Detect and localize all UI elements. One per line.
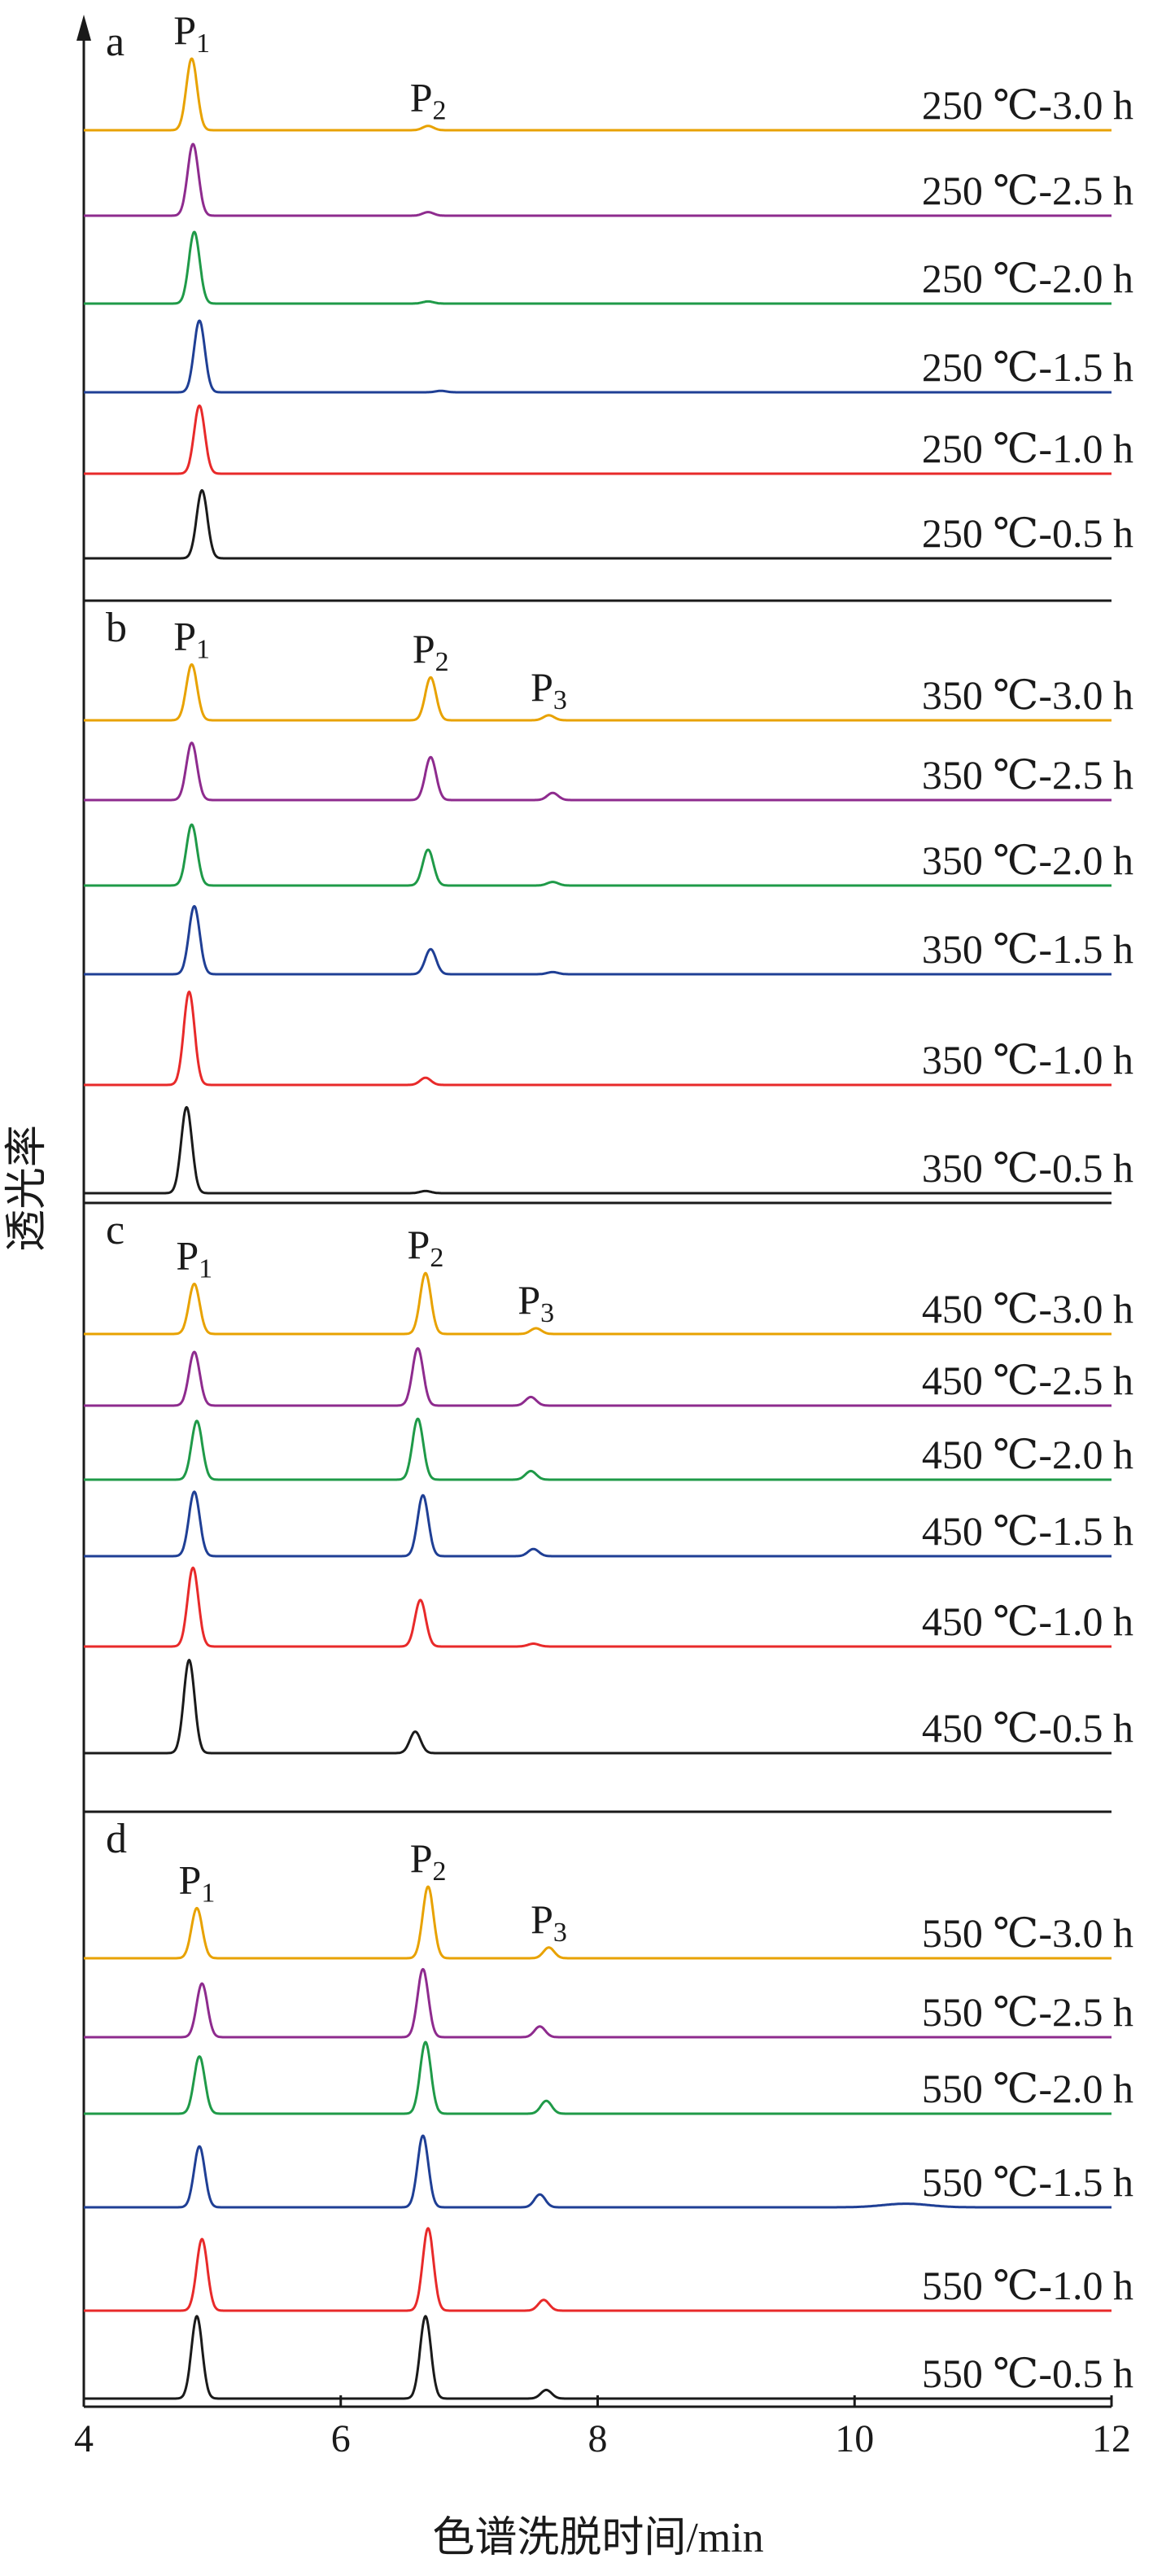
- peak-label-c-P3: P3: [518, 1277, 554, 1328]
- series-label-d-5: 550 ℃-1.0 h: [922, 2263, 1133, 2308]
- y-axis-arrow-icon: [76, 15, 91, 41]
- trace-a-1: [83, 57, 1112, 132]
- trace-c-1: [83, 1271, 1112, 1336]
- series-label-a-5: 250 ℃-1.0 h: [922, 426, 1133, 471]
- peak-label-a-P1: P1: [173, 7, 210, 59]
- series-label-d-6: 550 ℃-0.5 h: [922, 2351, 1133, 2396]
- series-label-a-1: 250 ℃-3.0 h: [922, 82, 1133, 128]
- trace-b-6: [83, 1105, 1112, 1195]
- x-tick-label-12: 12: [1092, 2417, 1131, 2460]
- trace-a-6: [83, 488, 1112, 560]
- series-label-b-6: 350 ℃-0.5 h: [922, 1145, 1133, 1191]
- x-tick-label-10: 10: [835, 2417, 874, 2460]
- series-label-a-6: 250 ℃-0.5 h: [922, 510, 1133, 556]
- series-label-c-4: 450 ℃-1.5 h: [922, 1508, 1133, 1554]
- series-label-a-4: 250 ℃-1.5 h: [922, 344, 1133, 390]
- series-label-c-1: 450 ℃-3.0 h: [922, 1286, 1133, 1332]
- trace-a-3: [83, 230, 1112, 305]
- y-axis-title: 透光率: [4, 1125, 50, 1252]
- x-axis-title: 色谱洗脱时间/min: [432, 2515, 763, 2561]
- series-label-d-1: 550 ℃-3.0 h: [922, 1910, 1133, 1956]
- trace-d-4: [83, 2134, 1112, 2209]
- trace-d-5: [83, 2227, 1112, 2312]
- trace-d-6: [83, 2315, 1112, 2400]
- trace-c-2: [83, 1347, 1112, 1407]
- trace-d-2: [83, 1967, 1112, 2039]
- trace-d-3: [83, 2040, 1112, 2115]
- series-label-c-3: 450 ℃-2.0 h: [922, 1432, 1133, 1477]
- trace-a-4: [83, 319, 1112, 394]
- trace-c-3: [83, 1417, 1112, 1481]
- panel-label-b: b: [106, 605, 127, 651]
- series-label-b-4: 350 ℃-1.5 h: [922, 926, 1133, 972]
- series-label-b-3: 350 ℃-2.0 h: [922, 838, 1133, 883]
- trace-a-2: [83, 142, 1112, 217]
- trace-d-1: [83, 1885, 1112, 1960]
- series-label-a-3: 250 ℃-2.0 h: [922, 256, 1133, 301]
- trace-b-5: [83, 991, 1112, 1087]
- panel-c: c P1 P2 P3 450 ℃-3.0 h 450 ℃-2.5 h 450 ℃-2.0 h…: [83, 1207, 1133, 1755]
- series-label-c-6: 450 ℃-0.5 h: [922, 1705, 1133, 1751]
- trace-c-4: [83, 1490, 1112, 1558]
- series-label-d-3: 550 ℃-2.0 h: [922, 2066, 1133, 2111]
- trace-a-5: [83, 404, 1112, 475]
- panel-a: a P1 P2 250 ℃-3.0 h 250 ℃-2.5 h 250 ℃-2.0 h 25…: [83, 7, 1133, 560]
- peak-label-a-P2: P2: [410, 75, 447, 126]
- trace-c-6: [83, 1659, 1112, 1755]
- series-label-b-2: 350 ℃-2.5 h: [922, 752, 1133, 798]
- peak-label-d-P3: P3: [531, 1896, 567, 1948]
- x-tick-label-8: 8: [588, 2417, 608, 2460]
- series-label-a-2: 250 ℃-2.5 h: [922, 168, 1133, 213]
- trace-b-4: [83, 904, 1112, 976]
- peak-label-c-P1: P1: [176, 1232, 212, 1284]
- peak-label-d-P2: P2: [410, 1835, 447, 1887]
- peak-label-d-P1: P1: [179, 1857, 216, 1908]
- trace-b-3: [83, 823, 1112, 887]
- peak-label-b-P3: P3: [531, 664, 567, 715]
- trace-c-5: [83, 1566, 1112, 1648]
- series-label-d-2: 550 ℃-2.5 h: [922, 1989, 1133, 2035]
- series-label-d-4: 550 ℃-1.5 h: [922, 2159, 1133, 2205]
- trace-b-2: [83, 741, 1112, 802]
- x-tick-label-4: 4: [74, 2417, 94, 2460]
- series-label-b-5: 350 ℃-1.0 h: [922, 1037, 1133, 1082]
- peak-label-b-P1: P1: [173, 613, 210, 664]
- series-label-c-5: 450 ℃-1.0 h: [922, 1599, 1133, 1644]
- trace-b-1: [83, 663, 1112, 722]
- peak-label-b-P2: P2: [413, 626, 449, 677]
- peak-label-c-P2: P2: [408, 1222, 444, 1273]
- series-label-c-2: 450 ℃-2.5 h: [922, 1358, 1133, 1403]
- panel-label-d: d: [106, 1816, 127, 1862]
- x-tick-label-6: 6: [331, 2417, 351, 2460]
- panel-label-a: a: [106, 19, 124, 65]
- series-label-b-1: 350 ℃-3.0 h: [922, 672, 1133, 718]
- panel-label-c: c: [106, 1207, 124, 1253]
- panel-d: d P1 P2 P3 550 ℃-3.0 h 550 ℃-2.5 h 550 ℃-2.0 h…: [83, 1816, 1133, 2400]
- panel-b: b P1 P2 P3 350 ℃-3.0 h 350 ℃-2.5 h 350 ℃-2.0 h…: [83, 605, 1133, 1195]
